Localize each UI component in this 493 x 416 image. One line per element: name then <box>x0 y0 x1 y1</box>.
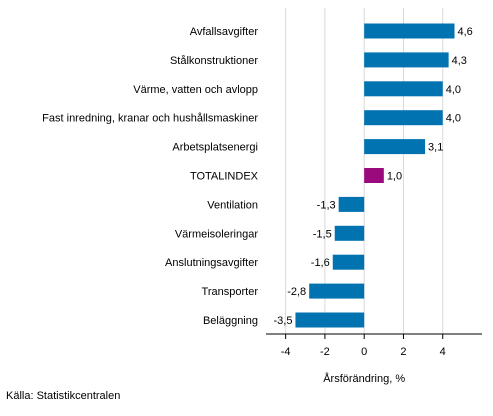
bar <box>364 81 443 97</box>
value-label: 4,6 <box>458 26 473 38</box>
x-tick-label: 4 <box>440 346 446 358</box>
category-label: Värme, vatten och avlopp <box>133 84 258 96</box>
category-label: Transporter <box>202 286 259 298</box>
bar <box>309 283 365 299</box>
bar <box>364 168 384 183</box>
value-label: 4,0 <box>446 113 461 125</box>
category-label: Stålkonstruktioner <box>170 55 258 67</box>
value-label: -1,6 <box>311 257 330 269</box>
value-label: 4,0 <box>446 84 461 96</box>
bar <box>364 110 443 126</box>
x-tick-label: -4 <box>281 346 291 358</box>
category-label: Värmeisoleringar <box>175 228 258 240</box>
value-label: 4,3 <box>452 55 467 67</box>
category-label: Beläggning <box>203 315 258 327</box>
category-label: TOTALINDEX <box>190 171 259 183</box>
bar <box>338 196 365 212</box>
bar <box>364 139 426 155</box>
bar <box>364 23 455 39</box>
value-label: -1,5 <box>313 228 332 240</box>
value-labels: 4,6 4,3 4,0 4,0 3,1 1,0 -1,3 -1,5 -1,6 -2,8 -3,5 <box>273 26 472 327</box>
category-label: Anslutningsavgifter <box>165 257 258 269</box>
category-label: Fast inredning, kranar och hushållsmaski… <box>42 113 258 125</box>
category-label: Arbetsplatsenergi <box>172 142 258 154</box>
category-label: Avfallsavgifter <box>190 26 259 38</box>
value-label: 3,1 <box>428 142 443 154</box>
value-label: -3,5 <box>273 315 292 327</box>
bar <box>364 52 449 68</box>
bar <box>334 225 365 241</box>
x-axis: -4 -2 0 2 4 <box>266 333 482 358</box>
x-tick-label: 2 <box>400 346 406 358</box>
value-label: 1,0 <box>387 171 402 183</box>
source-note: Källa: Statistikcentralen <box>6 390 121 402</box>
bar <box>332 254 365 270</box>
bar <box>295 312 365 328</box>
value-label: -2,8 <box>287 286 306 298</box>
bars <box>295 23 455 328</box>
x-axis-title: Årsförändring, % <box>323 372 405 385</box>
value-label: -1,3 <box>317 199 336 211</box>
x-tick-label: 0 <box>361 346 367 358</box>
category-labels: Avfallsavgifter Stålkonstruktioner Värme, … <box>42 26 258 327</box>
category-label: Ventilation <box>207 199 258 211</box>
x-tick-label: -2 <box>320 346 330 358</box>
